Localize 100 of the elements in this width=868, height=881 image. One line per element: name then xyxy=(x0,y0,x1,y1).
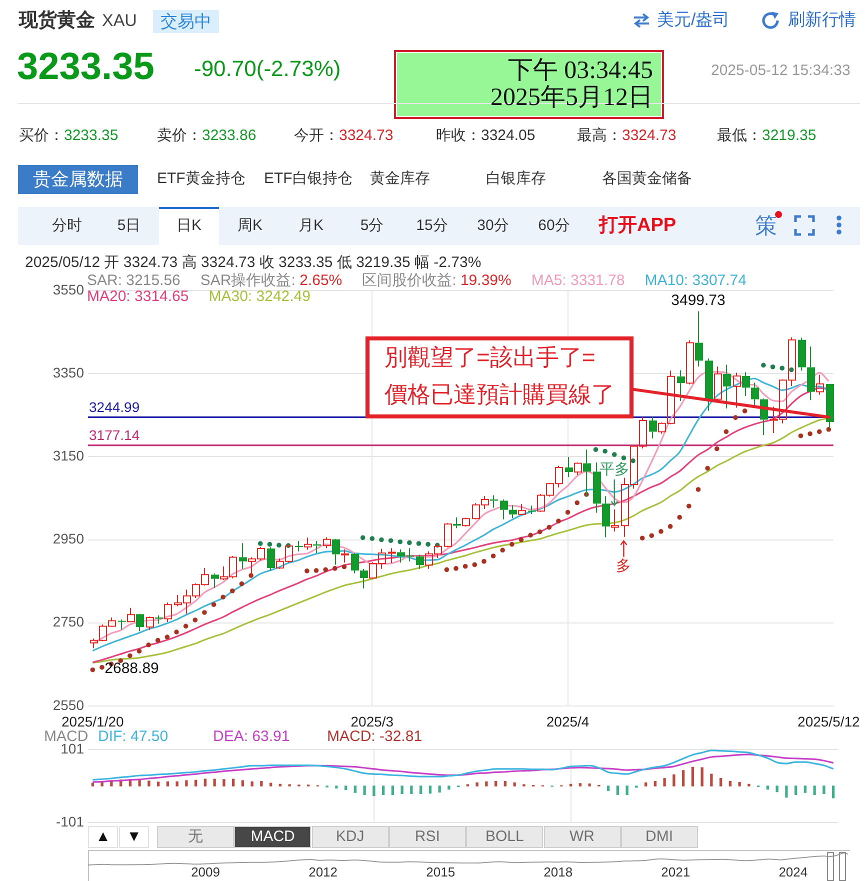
x-tick-label: 2018 xyxy=(544,864,573,880)
x-tick-label: 2009 xyxy=(191,864,220,880)
text: MACD: -32.81 xyxy=(327,728,422,745)
bar xyxy=(204,778,207,786)
candlestick xyxy=(611,508,619,532)
text: SAR: 3215.56 xyxy=(87,272,180,289)
candlestick xyxy=(118,619,126,630)
point xyxy=(677,514,682,520)
candlestick xyxy=(295,540,303,552)
candlestick xyxy=(705,358,713,412)
bar xyxy=(682,770,685,786)
bar xyxy=(644,782,648,786)
candlestick xyxy=(649,416,657,439)
bar xyxy=(804,786,807,793)
text: 5分 xyxy=(360,217,384,234)
candlestick xyxy=(807,346,815,401)
text: MA10: 3307.74 xyxy=(644,272,746,289)
point xyxy=(500,548,505,553)
text: 今开：3324.73 xyxy=(294,127,394,144)
text: RSI xyxy=(414,828,440,845)
bar xyxy=(588,783,591,786)
bar xyxy=(250,781,254,786)
candlestick xyxy=(816,374,824,396)
point xyxy=(192,618,198,622)
x-tick-label: 2025/3 xyxy=(350,713,394,730)
text: 贵金属数据 xyxy=(33,169,123,189)
text: 各国黄金储备 xyxy=(602,170,692,187)
point xyxy=(146,642,151,648)
text: KDJ xyxy=(336,828,364,845)
text: 无 xyxy=(188,828,203,845)
point xyxy=(556,518,561,524)
bar xyxy=(785,786,788,798)
bar xyxy=(513,782,516,786)
point xyxy=(816,429,822,434)
point xyxy=(770,364,776,370)
bar xyxy=(354,786,357,793)
bar xyxy=(438,786,441,792)
text: 白银库存 xyxy=(486,170,546,187)
point xyxy=(528,532,533,538)
point xyxy=(798,433,804,438)
text: MA20: 3314.65 xyxy=(87,288,189,305)
point xyxy=(602,448,608,454)
text: ETF白银持仓 xyxy=(264,170,352,187)
annotation: 多 xyxy=(616,557,632,574)
point xyxy=(612,452,617,457)
bar xyxy=(654,780,657,786)
y-tick-label: 2550 xyxy=(52,696,84,713)
x-tick-label: 2025/4 xyxy=(546,713,590,730)
point xyxy=(267,542,272,547)
bar xyxy=(710,774,713,786)
bar xyxy=(476,782,478,786)
candlestick xyxy=(267,546,275,572)
candlestick xyxy=(593,462,601,514)
point xyxy=(416,541,422,546)
candlestick xyxy=(416,554,424,570)
text: MACD xyxy=(250,828,295,845)
point xyxy=(239,581,244,586)
y-tick-label: 3150 xyxy=(52,448,84,464)
series-label: DIF: 47.50 xyxy=(98,728,168,745)
point xyxy=(230,588,235,594)
text: 最高：3324.73 xyxy=(577,127,676,144)
bar xyxy=(616,786,620,796)
text: 30分 xyxy=(477,217,509,234)
point xyxy=(258,541,263,546)
candlestick xyxy=(742,372,750,396)
bar xyxy=(148,780,150,786)
bar xyxy=(213,778,216,786)
point xyxy=(220,594,226,600)
candlestick xyxy=(453,516,461,529)
point xyxy=(742,408,748,414)
text: 刷新行情 xyxy=(788,10,856,29)
text: 2025年5月12日 xyxy=(490,84,653,111)
bar xyxy=(776,786,778,792)
point xyxy=(155,638,160,643)
candlestick xyxy=(360,568,368,589)
point xyxy=(202,610,207,615)
candlestick xyxy=(388,548,396,564)
point xyxy=(658,529,664,534)
ref-line-label: 3244.99 xyxy=(89,399,140,416)
point xyxy=(332,566,338,571)
point xyxy=(444,567,450,572)
bar xyxy=(176,781,178,786)
y-tick-label: -101 xyxy=(56,813,84,830)
candlestick xyxy=(351,552,359,574)
bar xyxy=(794,786,798,796)
x-tick-label: 2025/5/12 xyxy=(798,713,860,730)
point xyxy=(183,624,188,629)
y-tick-label: 3550 xyxy=(52,281,84,298)
point xyxy=(136,648,142,654)
bar xyxy=(410,786,413,794)
point xyxy=(462,564,468,569)
text: WR xyxy=(570,828,594,845)
point xyxy=(370,536,375,541)
text: 美元/盎司 xyxy=(657,10,730,29)
text: 区间股价收益: 19.39% xyxy=(362,272,512,289)
text: 最低：3219.35 xyxy=(717,127,816,144)
point xyxy=(482,558,486,564)
y-tick-label: 3350 xyxy=(52,364,84,380)
point xyxy=(174,630,179,634)
text: 卖价：3233.86 xyxy=(157,127,256,144)
